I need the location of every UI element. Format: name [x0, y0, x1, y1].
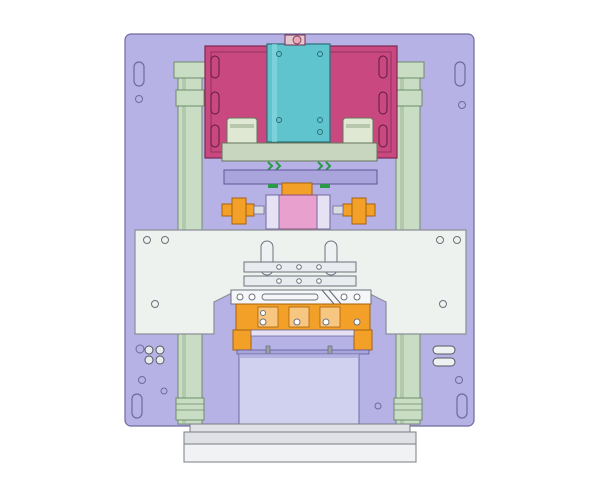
slot-bottom-left — [131, 393, 143, 419]
slot-top-right — [454, 61, 466, 87]
cylinder-slots — [210, 55, 388, 148]
orange-clamp-right — [332, 197, 376, 225]
lower-orange-clamps — [232, 303, 373, 351]
white-plate-holes — [143, 236, 461, 308]
pink-insert — [265, 194, 331, 230]
upper-plate — [221, 142, 378, 162]
pressure-plate — [223, 169, 378, 185]
orange-clamp-left — [221, 197, 265, 225]
orange-pusher — [281, 182, 313, 196]
spring-seats — [268, 184, 330, 188]
air-fitting — [284, 34, 306, 46]
cylinder-head — [266, 43, 331, 143]
right-side-slots — [432, 345, 456, 367]
bottom-base — [183, 423, 417, 463]
base-plate-slots — [131, 61, 468, 419]
slot-top-left — [133, 61, 145, 87]
gripper-frame — [230, 240, 372, 305]
slot-bottom-right — [456, 393, 468, 419]
side-bolts — [144, 345, 165, 365]
